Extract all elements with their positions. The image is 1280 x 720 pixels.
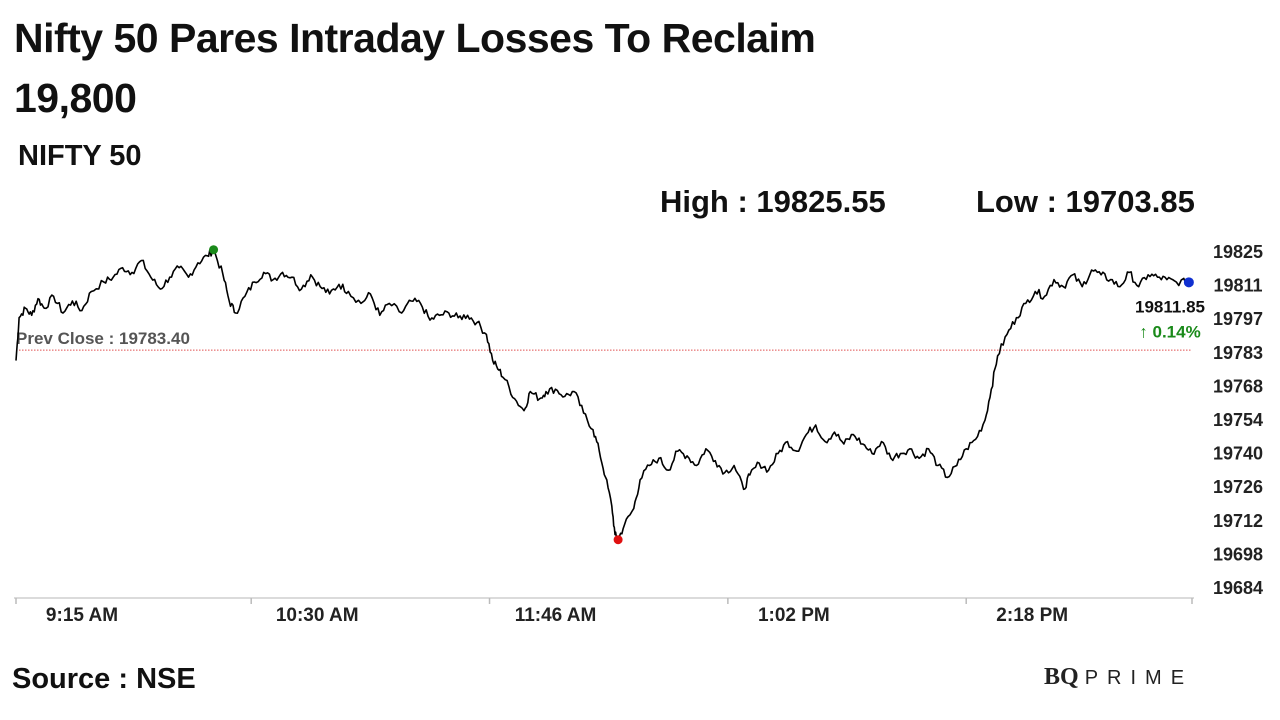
brand-logo: BQ PRIME (1044, 664, 1193, 691)
last-price-marker (1183, 277, 1194, 288)
y-tick-label: 19684 (1213, 578, 1263, 598)
x-tick-label: 10:30 AM (276, 605, 359, 626)
prev-close-label: Prev Close : 19783.40 (16, 329, 190, 348)
source-note: Source : NSE (12, 663, 196, 695)
x-tick-label: 9:15 AM (46, 605, 118, 626)
y-tick-label: 19797 (1213, 309, 1263, 329)
index-name: NIFTY 50 (18, 140, 142, 172)
last-price-label: 19811.85 (1135, 297, 1205, 316)
day-high-marker (209, 245, 219, 255)
y-tick-label: 19698 (1213, 544, 1263, 564)
brand-logo-prime: PRIME (1084, 667, 1194, 689)
day-high-stat: High : 19825.55 (660, 184, 886, 219)
price-line (15, 248, 1190, 541)
y-tick-label: 19768 (1213, 376, 1263, 396)
y-tick-label: 19740 (1213, 444, 1263, 464)
change-percent-label: ↑ 0.14% (1139, 322, 1200, 341)
chart-title-line-1: Nifty 50 Pares Intraday Losses To Reclai… (14, 15, 816, 61)
x-tick-label: 1:02 PM (758, 605, 830, 626)
y-tick-label: 19754 (1213, 410, 1263, 430)
y-tick-label: 19712 (1213, 511, 1263, 531)
day-low-stat: Low : 19703.85 (976, 184, 1195, 219)
chart-title: Nifty 50 Pares Intraday Losses To Reclai… (14, 8, 914, 128)
day-low-marker (613, 535, 623, 545)
y-tick-label: 19726 (1213, 477, 1263, 497)
chart-title-line-2: 19,800 (14, 75, 137, 121)
y-tick-label: 19783 (1213, 343, 1263, 363)
brand-logo-bq: BQ (1044, 664, 1079, 690)
y-tick-label: 19825 (1213, 242, 1263, 262)
x-tick-label: 2:18 PM (996, 605, 1068, 626)
y-tick-label: 19811 (1213, 276, 1262, 296)
x-tick-label: 11:46 AM (515, 605, 597, 626)
price-chart: 9:15 AM 10:30 AM 11:46 AM 1:02 PM 2:18 PM 198… (14, 242, 1263, 626)
